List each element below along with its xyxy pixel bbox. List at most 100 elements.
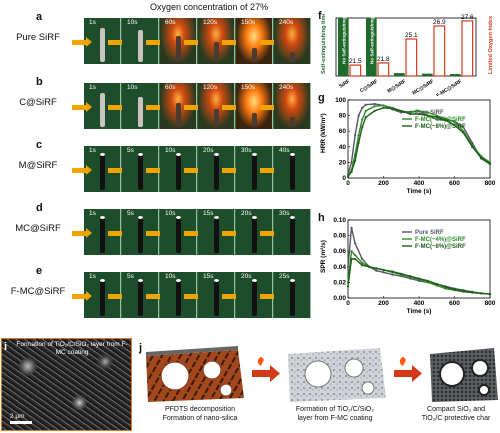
data-point: [364, 103, 367, 106]
arrow-1: [252, 357, 280, 382]
y-axis-left-label: Self-extinguishing time (s): [321, 14, 327, 74]
data-point: [357, 114, 360, 117]
data-point: [382, 106, 385, 109]
flame-spot: [176, 279, 181, 282]
sample-specimen: [100, 217, 105, 253]
bar-inner-label: No Self-extinguishing: [341, 17, 346, 64]
data-point: [364, 116, 367, 119]
data-point: [354, 254, 357, 257]
time-arrow: [184, 102, 204, 112]
data-point: [426, 281, 429, 284]
time-label: 40s: [279, 147, 290, 154]
sample-specimen: [214, 42, 219, 62]
data-point: [346, 285, 350, 288]
bar-inner-label: No Self-extinguishing: [369, 17, 374, 64]
y-tick-label: 100: [335, 97, 346, 104]
x-tick-label: 200: [378, 300, 389, 307]
data-point: [361, 126, 364, 129]
sample-specimen: [290, 117, 295, 127]
x-tick-label: 200: [378, 180, 389, 187]
series-line: [347, 258, 491, 295]
data-point: [382, 104, 385, 107]
x-tick-label: 600: [449, 180, 460, 187]
data-point: [361, 257, 364, 261]
flame-spot: [100, 153, 105, 156]
row-label-d: MC@SiRF: [15, 223, 61, 234]
time-arrow: [108, 228, 128, 238]
x-tick-label: 400: [414, 300, 425, 307]
sample-specimen: [290, 154, 295, 190]
data-point: [417, 112, 421, 116]
data-point: [375, 267, 378, 270]
mechanism-caption-2: Formation of TiO₂/C/SiO₂ layer from F-MC…: [295, 406, 375, 422]
data-point: [391, 107, 394, 110]
time-arrow: [108, 165, 128, 175]
panel-g-letter: g: [318, 92, 325, 104]
time-label: 20s: [241, 210, 252, 217]
time-arrow: [184, 165, 204, 175]
time-arrow: [260, 291, 280, 301]
time-label: 240s: [279, 84, 294, 91]
y-tick-label: 60: [339, 128, 347, 135]
sample-specimen: [252, 217, 257, 253]
data-point: [444, 285, 447, 289]
photo-frame: 20s: [198, 146, 235, 192]
time-label: 150s: [241, 19, 256, 26]
data-point: [435, 118, 438, 121]
flame-spot: [176, 216, 181, 219]
x-axis-label: Time (s): [407, 188, 432, 195]
data-point: [453, 288, 456, 291]
time-label: 25s: [279, 273, 290, 280]
row-label-e: F-MC@SiRF: [10, 286, 66, 297]
data-point: [373, 109, 376, 113]
panel-c-letter: c: [36, 139, 43, 151]
foam-stage-3: [430, 348, 498, 402]
series-line: [347, 107, 491, 177]
time-label: 60s: [165, 84, 176, 91]
y-tick-label: 0.02: [333, 279, 346, 286]
x-tick-label: 800: [485, 300, 496, 307]
bar-self-extinguishing: [338, 18, 349, 76]
time-label: 10s: [165, 147, 176, 154]
data-point: [350, 170, 353, 173]
x-axis-label: Time (s): [407, 308, 432, 315]
time-arrow: [184, 291, 204, 301]
sample-specimen: [100, 280, 105, 316]
time-label: 10s: [165, 273, 176, 280]
bar-loi: [377, 62, 390, 77]
y-tick-label: 0.10: [333, 217, 346, 224]
arrow-2: [394, 357, 422, 382]
flame-spot: [214, 279, 219, 282]
data-point: [354, 257, 357, 261]
time-arrow: [108, 102, 128, 112]
photo-strip-e: 1s 5s 10s 15s 20s 25s: [72, 272, 311, 318]
photo-frame: 240s: [274, 83, 311, 129]
data-point: [361, 118, 364, 121]
data-point: [391, 273, 394, 276]
time-label: 10s: [127, 19, 138, 26]
time-arrow: [146, 37, 166, 47]
data-point: [350, 257, 353, 261]
data-point: [453, 120, 456, 123]
flame-spot: [252, 279, 257, 282]
time-label: 120s: [203, 19, 218, 26]
data-point: [480, 292, 483, 295]
time-arrow: [184, 228, 204, 238]
sample-specimen: [176, 280, 181, 316]
data-point: [417, 277, 421, 280]
data-point: [426, 111, 429, 114]
time-label: 1s: [89, 84, 96, 91]
legend-label: Pure SiRF: [415, 230, 444, 236]
legend-label: F-MC(~8%)@SiRF: [415, 124, 466, 130]
panel-d-letter: d: [36, 202, 43, 214]
time-arrow: [260, 165, 280, 175]
sample-specimen: [176, 36, 181, 62]
flame-spot: [290, 153, 295, 156]
time-arrow: [146, 165, 166, 175]
time-label: 15s: [203, 273, 214, 280]
bar-loi: [461, 20, 474, 77]
time-arrow: [222, 165, 242, 175]
photo-frame: 30s: [274, 209, 311, 255]
time-label: 240s: [279, 19, 294, 26]
